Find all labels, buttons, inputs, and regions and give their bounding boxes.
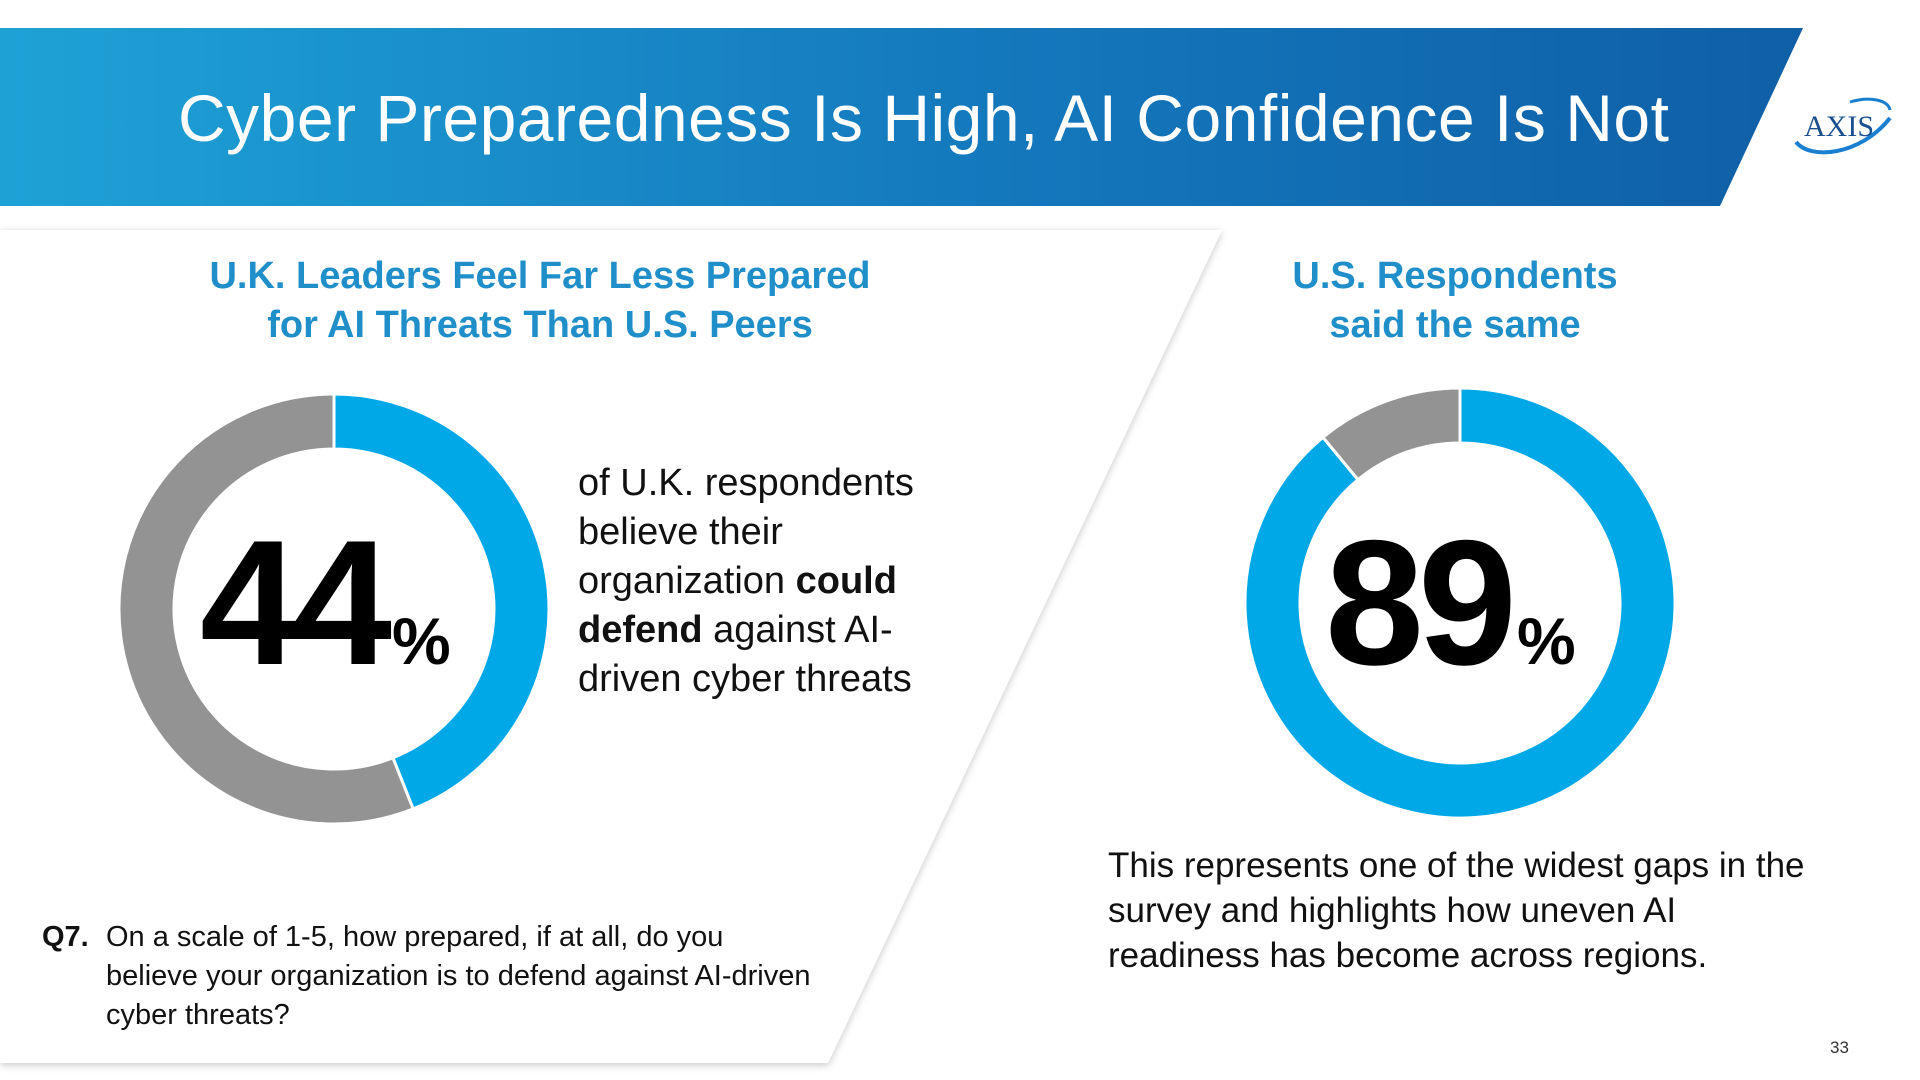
uk-description: of U.K. respondents believe their organi… — [578, 459, 958, 704]
us-percent-symbol: % — [1517, 604, 1576, 678]
us-percent-value: 89 — [1325, 503, 1517, 702]
page-title: Cyber Preparedness Is High, AI Confidenc… — [178, 81, 1670, 155]
header-banner — [0, 28, 1803, 206]
us-percent: 89% — [1325, 500, 1576, 705]
logo-swoosh — [1794, 116, 1892, 155]
us-description: This represents one of the widest gaps i… — [1108, 846, 1805, 975]
axis-logo: AXIS — [1794, 97, 1892, 155]
uk-desc-bold: could defend — [578, 560, 897, 651]
us-heading-line2: said the same — [1329, 304, 1581, 346]
question-note: Q7. On a scale of 1-5, how prepared, if … — [42, 918, 822, 1035]
us-heading: U.S. Respondents said the same — [1215, 252, 1695, 350]
question-label: Q7. — [42, 921, 89, 953]
question-text: On a scale of 1-5, how prepared, if at a… — [106, 921, 811, 1031]
page-number: 33 — [1830, 1038, 1849, 1057]
logo-text: AXIS — [1804, 110, 1874, 143]
uk-percent-symbol: % — [392, 604, 451, 678]
uk-heading-line1: U.K. Leaders Feel Far Less Prepared — [209, 255, 871, 297]
uk-heading: U.K. Leaders Feel Far Less Prepared for … — [120, 252, 960, 350]
uk-heading-line2: for AI Threats Than U.S. Peers — [267, 304, 813, 346]
uk-desc-part2: against AI-driven cyber threats — [578, 609, 912, 700]
uk-desc-part1: of U.K. respondents believe their organi… — [578, 462, 914, 602]
uk-percent-value: 44 — [200, 503, 392, 702]
header-band — [0, 28, 1803, 206]
logo-swoosh-top — [1849, 97, 1892, 111]
us-heading-line1: U.S. Respondents — [1292, 255, 1618, 297]
uk-percent: 44% — [200, 500, 451, 705]
